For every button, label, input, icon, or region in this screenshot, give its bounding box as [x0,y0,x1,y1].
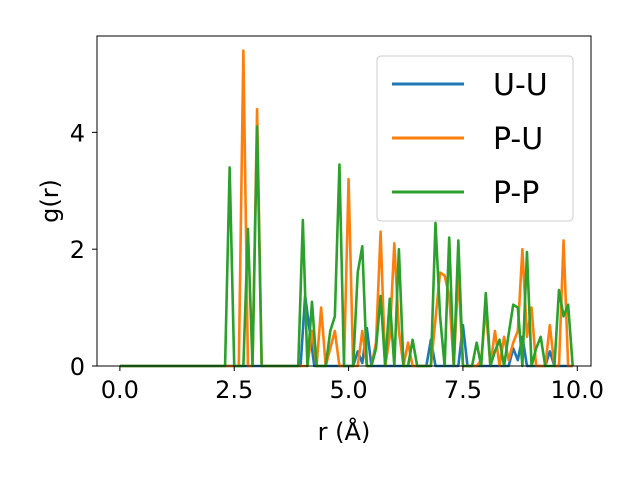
legend-label-p-u: P-U [493,122,543,157]
legend: U-U P-U P-P [376,55,574,222]
y-tick-label: 0 [70,353,85,381]
legend-label-u-u: U-U [493,68,548,103]
plot-frame [96,35,592,367]
legend-label-p-p: P-P [493,176,539,211]
x-axis-ticks: 0.0 2.5 5.0 7.5 10.0 [101,366,604,404]
x-tick-label: 5.0 [329,376,367,404]
x-axis-label: r (Å) [318,417,371,446]
x-tick-label: 0.0 [101,376,139,404]
y-axis-ticks: 0 2 4 [70,119,97,381]
x-tick-label: 2.5 [215,376,253,404]
legend-box [376,55,574,222]
y-axis-label: g(r) [36,179,64,223]
x-tick-label: 7.5 [444,376,482,404]
y-tick-label: 2 [70,236,85,264]
x-tick-label: 10.0 [551,376,604,404]
y-tick-label: 4 [70,119,85,147]
